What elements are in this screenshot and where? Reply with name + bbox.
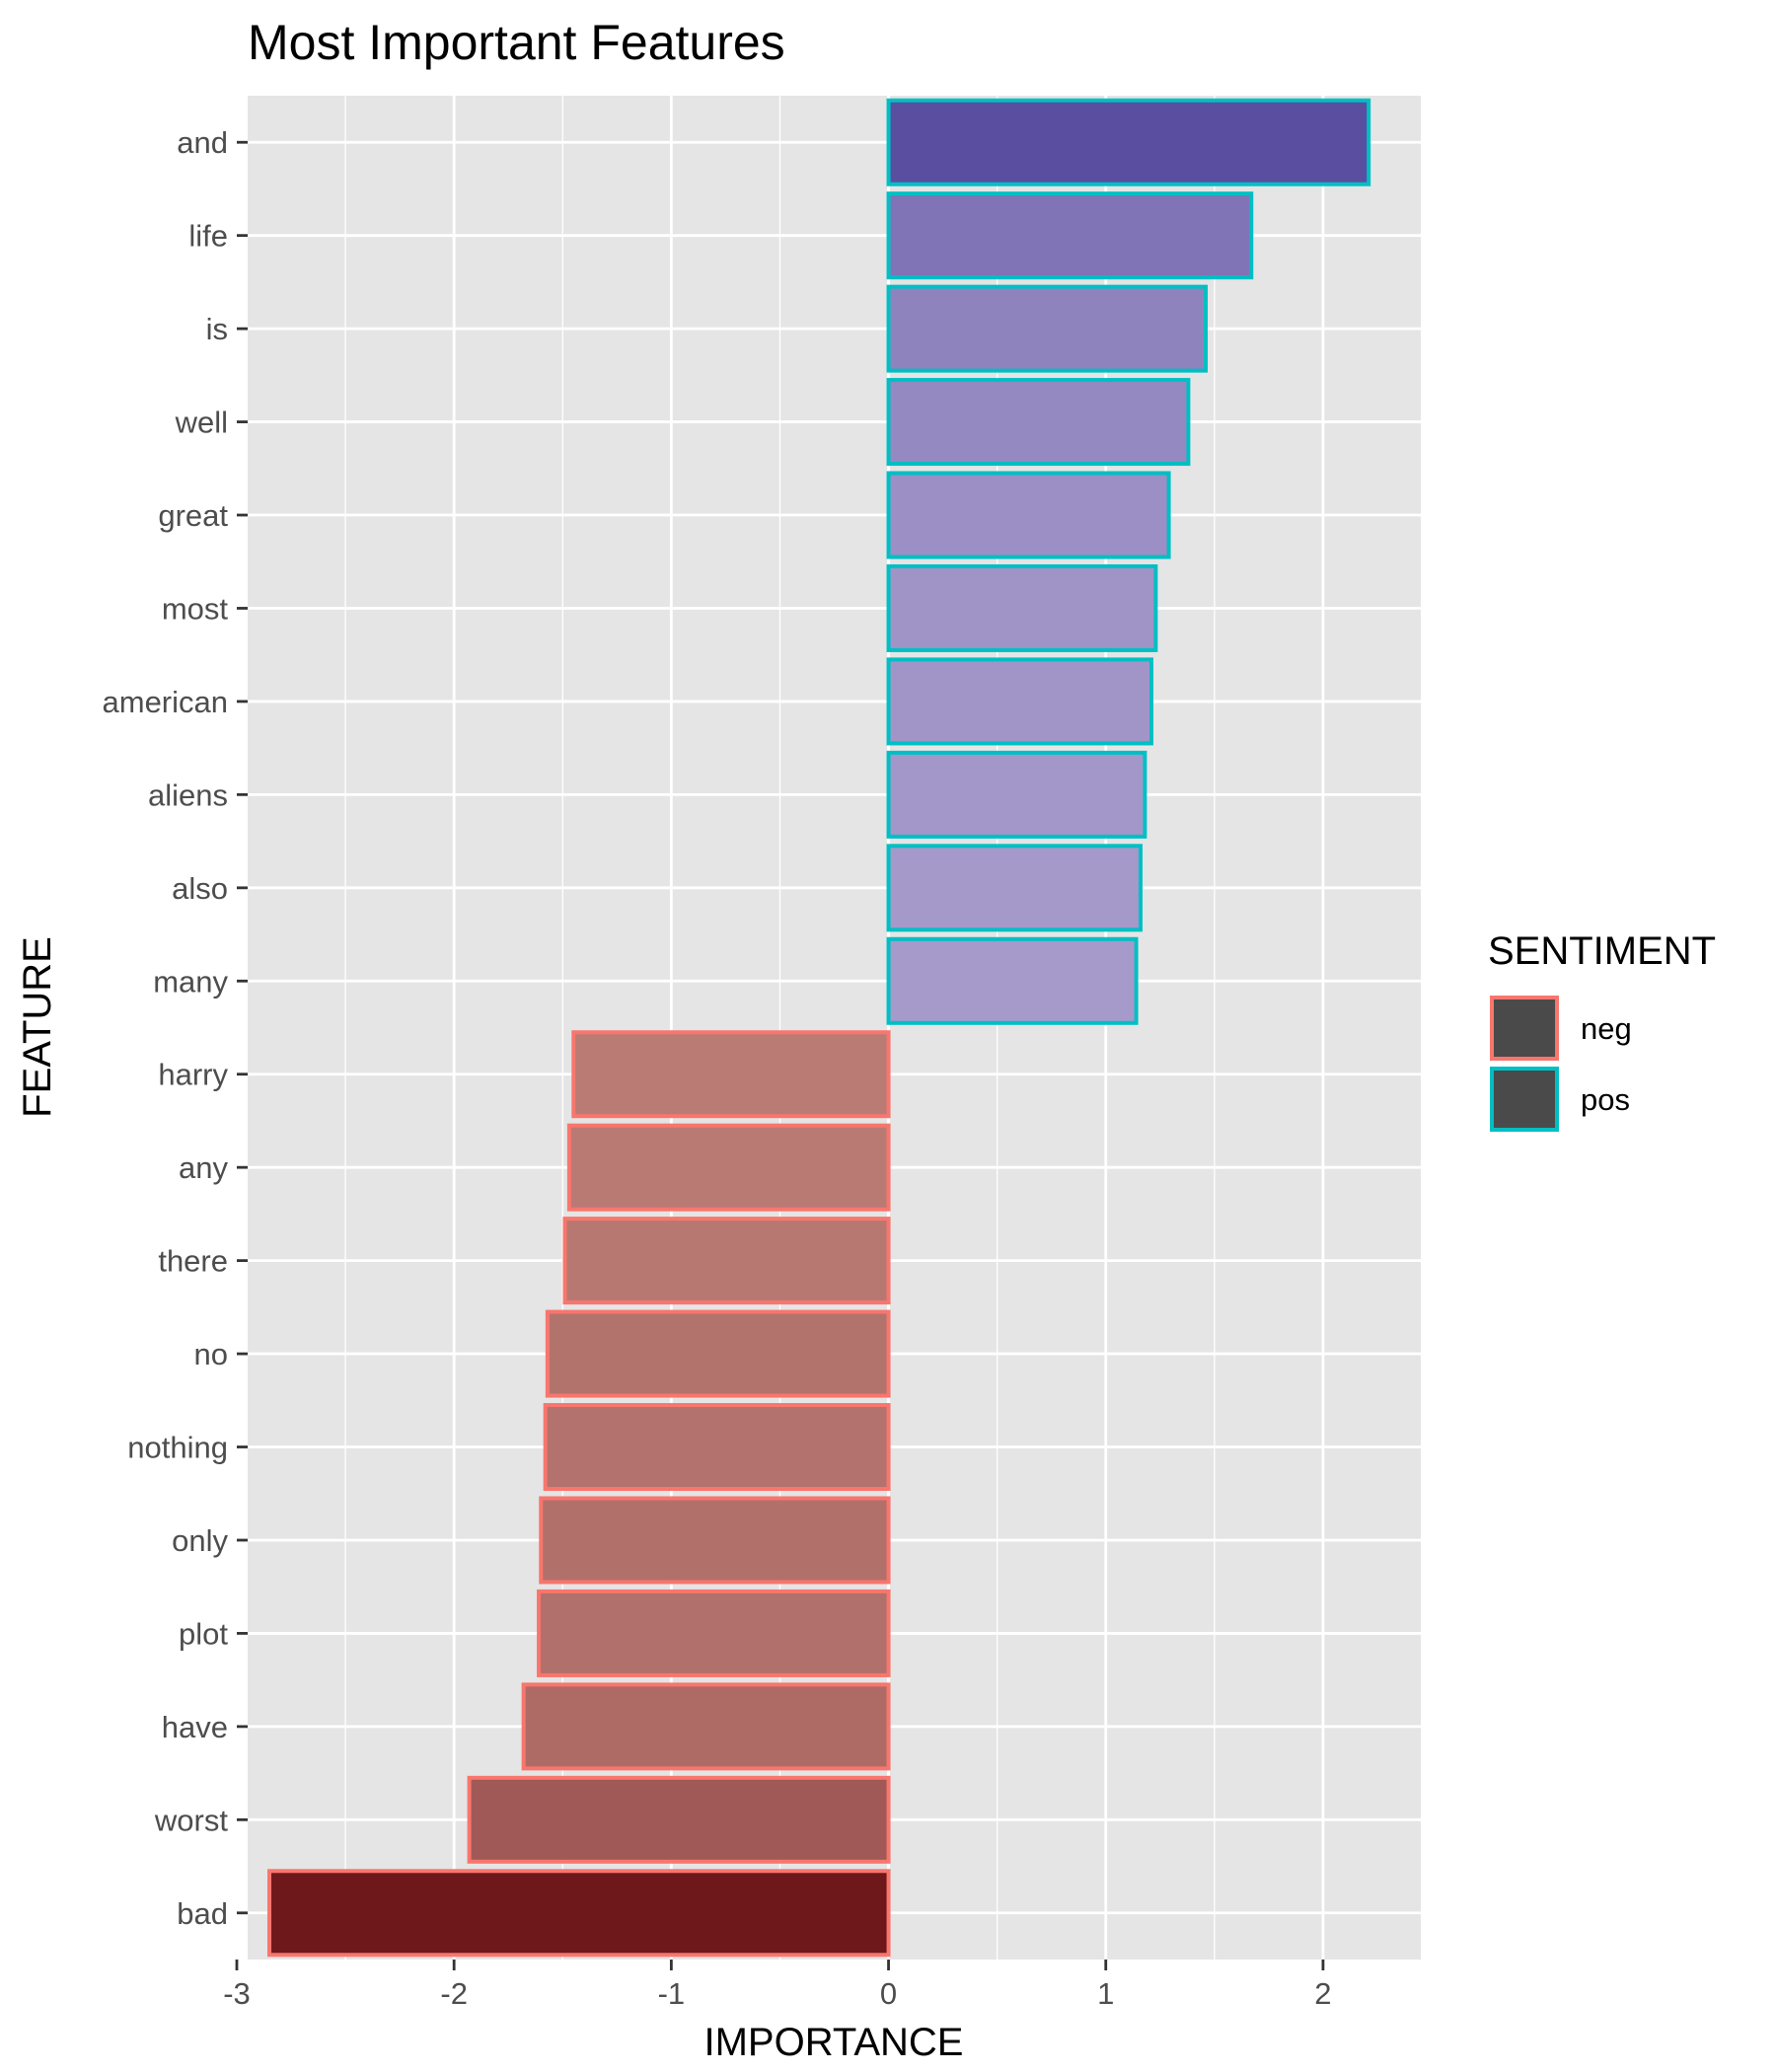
x-tick-label: -1 — [658, 1976, 686, 2011]
y-tick-label-aliens: aliens — [148, 777, 228, 812]
legend-label-neg: neg — [1581, 1011, 1632, 1046]
bar-and — [886, 98, 1371, 186]
legend: SENTIMENT neg pos — [1488, 929, 1716, 1132]
y-tick-label-well: well — [175, 406, 228, 440]
bar-also — [886, 844, 1143, 932]
bar-there — [562, 1217, 891, 1305]
bar-only — [539, 1496, 891, 1585]
bars — [267, 98, 1371, 1958]
y-tick-label-worst: worst — [154, 1803, 228, 1837]
y-tick-label-only: only — [172, 1523, 228, 1558]
y-tick-label-nothing: nothing — [127, 1431, 228, 1465]
bar-harry — [571, 1030, 891, 1119]
y-axis-title: FEATURE — [16, 936, 59, 1118]
x-axis-title: IMPORTANCE — [704, 2021, 964, 2064]
y-tick-label-is: is — [206, 312, 228, 346]
legend-title: SENTIMENT — [1488, 929, 1716, 973]
plot-panel — [248, 96, 1421, 1960]
bar-life — [886, 191, 1254, 280]
bar-is — [886, 284, 1209, 373]
y-tick-label-have: have — [162, 1710, 228, 1744]
y-tick-label-american: american — [103, 685, 229, 719]
bar-american — [886, 657, 1153, 746]
y-tick-label-no: no — [194, 1337, 228, 1371]
legend-key-pos — [1490, 1067, 1559, 1132]
x-axis: -3 -2 -1 0 1 2 — [223, 1960, 1332, 2011]
legend-key-neg — [1490, 996, 1559, 1061]
y-tick-label-great: great — [158, 498, 228, 533]
bar-nothing — [543, 1403, 891, 1492]
bar-worst — [467, 1775, 891, 1864]
y-tick-label-most: most — [162, 591, 229, 626]
y-axis: and life is well great most american aliens also… — [103, 125, 248, 1931]
legend-label-pos: pos — [1581, 1082, 1630, 1117]
x-tick-label: 0 — [880, 1976, 897, 2011]
y-tick-label-plot: plot — [179, 1616, 228, 1651]
y-tick-label-bad: bad — [177, 1896, 228, 1931]
x-tick-label: 2 — [1314, 1976, 1331, 2011]
bar-many — [886, 936, 1139, 1025]
bar-any — [566, 1123, 891, 1212]
bar-most — [886, 563, 1158, 652]
bar-no — [545, 1309, 891, 1398]
chart-title: Most Important Features — [248, 15, 785, 70]
bar-plot — [537, 1589, 891, 1677]
y-tick-label-life: life — [188, 219, 228, 254]
bar-great — [886, 471, 1171, 559]
y-tick-label-also: also — [172, 871, 228, 906]
y-tick-label-and: and — [177, 125, 228, 160]
y-tick-label-many: many — [153, 964, 228, 999]
y-tick-label-harry: harry — [158, 1058, 228, 1092]
x-tick-label: -2 — [440, 1976, 468, 2011]
y-tick-label-there: there — [158, 1244, 228, 1279]
bar-aliens — [886, 750, 1147, 839]
bar-well — [886, 378, 1191, 467]
bar-bad — [267, 1869, 891, 1958]
x-tick-label: -3 — [223, 1976, 251, 2011]
y-tick-label-any: any — [179, 1150, 228, 1185]
bar-have — [521, 1682, 891, 1771]
x-tick-label: 1 — [1097, 1976, 1114, 2011]
